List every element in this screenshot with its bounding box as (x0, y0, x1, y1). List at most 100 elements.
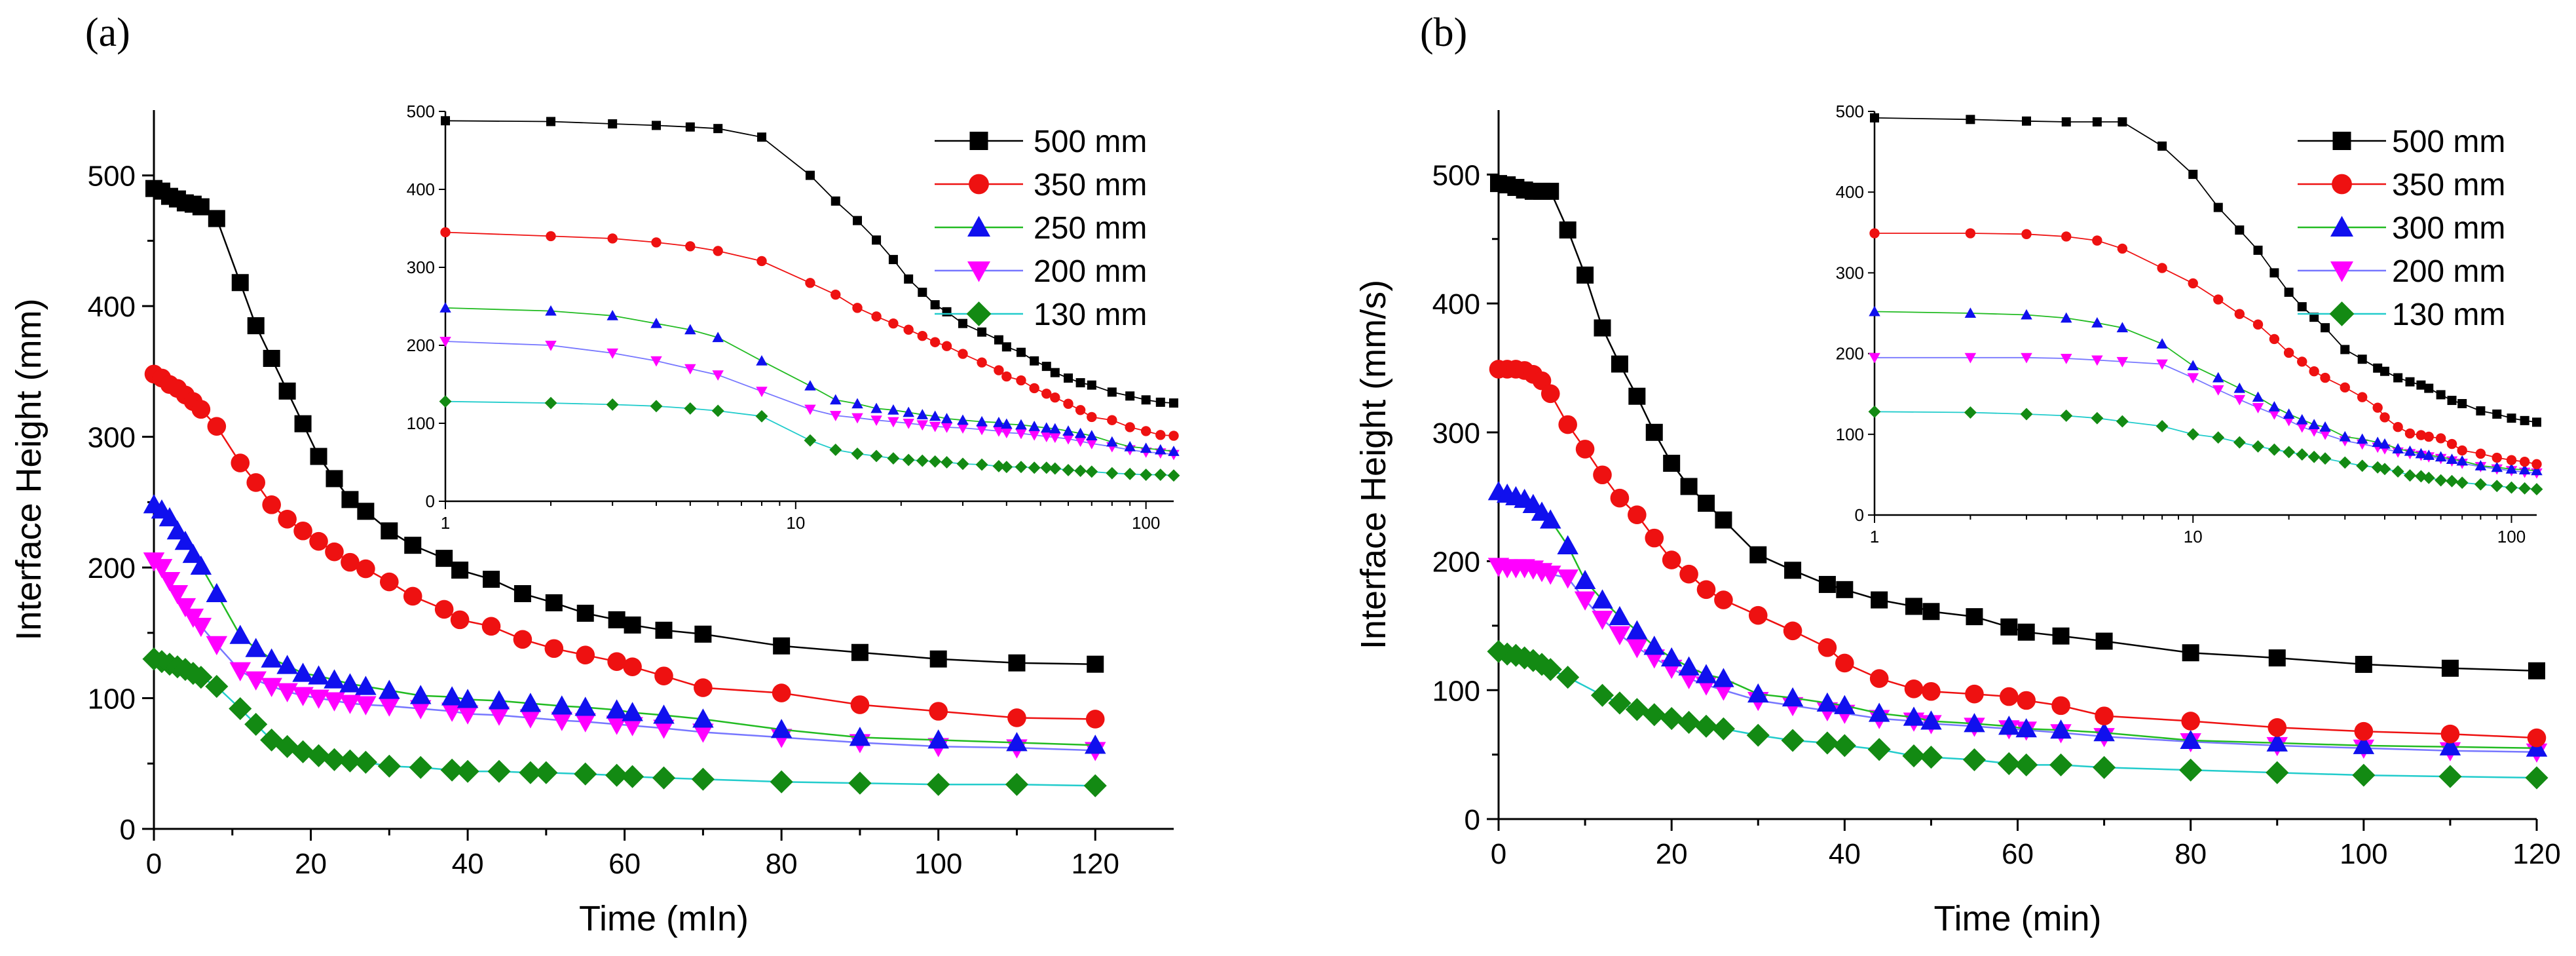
inset-data-point (976, 425, 988, 436)
data-point (1557, 569, 1578, 589)
inset-data-point (2021, 116, 2031, 126)
inset-data-point (2309, 313, 2319, 322)
data-point (2439, 736, 2461, 755)
data-point (450, 610, 470, 630)
inset-data-point (994, 335, 1003, 345)
data-point (1782, 687, 1804, 707)
data-point (605, 763, 629, 787)
data-point (1833, 734, 1856, 757)
inset-data-point (1155, 444, 1167, 455)
data-point (850, 695, 870, 714)
data-point (1902, 744, 1926, 768)
data-point (1590, 683, 1615, 707)
inset-data-point (2423, 431, 2434, 442)
inset-data-point (685, 241, 696, 252)
inset-data-point (2116, 356, 2129, 368)
inset-data-point (2091, 317, 2103, 328)
data-point (404, 537, 422, 554)
data-point (322, 748, 346, 771)
legend-marker (969, 132, 988, 150)
data-point (1008, 654, 1026, 672)
inset-data-point (1041, 389, 1052, 399)
x-axis-label: Time (min) (1934, 899, 2102, 938)
inset-data-point (2506, 455, 2517, 465)
data-point (574, 762, 597, 786)
data-point (624, 616, 641, 634)
series-250-mm (143, 494, 1106, 754)
inset-data-point (440, 227, 451, 238)
inset-data-point (2404, 445, 2416, 456)
data-point (655, 621, 673, 639)
legend-marker (2332, 174, 2352, 195)
inset-data-point (2116, 415, 2129, 428)
series-500-mm (145, 180, 1104, 673)
inset-y-tick-label: 300 (407, 258, 435, 277)
inset-data-point (2283, 446, 2296, 459)
data-point (325, 542, 344, 562)
y-tick-label: 100 (1432, 675, 1480, 707)
data-point (544, 639, 564, 659)
data-point (606, 699, 627, 719)
data-point (1746, 723, 1770, 747)
inset-data-point (651, 121, 661, 130)
data-point (691, 767, 715, 791)
data-point (1679, 564, 1698, 584)
data-point (927, 773, 950, 796)
inset-data-point (2518, 482, 2531, 495)
legend-label: 130 mm (2392, 297, 2505, 332)
inset-data-point (2423, 449, 2435, 460)
legend-marker (967, 216, 990, 237)
data-point (1715, 511, 1732, 529)
data-point (206, 636, 228, 656)
series-350-mm (144, 364, 1105, 729)
legend-label: 350 mm (1034, 168, 1147, 202)
inset-data-point (903, 419, 914, 429)
legend-entry: 200 mm (2298, 254, 2505, 289)
inset-data-point (1001, 428, 1013, 439)
data-point (205, 675, 229, 698)
inset-data-point (2424, 383, 2434, 393)
inset-data-point (1155, 397, 1165, 407)
inset-data-point (1001, 342, 1011, 352)
data-point (1695, 664, 1717, 683)
data-point (694, 678, 713, 697)
inset-data-point (2321, 323, 2330, 333)
inset-data-point (1086, 438, 1098, 449)
inset-data-point (2268, 401, 2281, 411)
inset-data-point (2091, 411, 2104, 425)
data-point (1965, 684, 1984, 704)
y-axis-label: Interface Height (mm) (9, 298, 48, 640)
inset-data-point (1062, 434, 1074, 445)
inset-data-point (1041, 422, 1053, 433)
series-500-mm (1490, 175, 2545, 679)
legend-label: 200 mm (2392, 254, 2505, 289)
inset-data-point (830, 411, 842, 421)
data-point (1558, 415, 1577, 434)
data-point (1998, 716, 2020, 735)
inset-data-point (1074, 427, 1087, 438)
inset-data-point (2253, 245, 2263, 255)
inset-data-point (2404, 428, 2416, 439)
inset-data-point (2455, 476, 2469, 489)
data-point (513, 630, 532, 649)
inset-data-point (1063, 398, 1073, 409)
data-point (2355, 655, 2372, 673)
inset-data-point (2457, 445, 2467, 456)
inset-data-point (2505, 481, 2518, 494)
inset-data-point (2283, 408, 2295, 419)
data-point (166, 584, 189, 605)
inset-data-point (546, 117, 555, 126)
y-tick-label: 300 (88, 422, 136, 454)
inset-y-tick-label: 0 (426, 491, 435, 511)
legend-entry: 350 mm (935, 168, 1147, 202)
inset-data-point (1140, 468, 1153, 481)
inset-data-point (607, 310, 618, 320)
inset-data-point (2021, 353, 2032, 364)
data-point (206, 583, 228, 602)
inset-data-point (1050, 392, 1060, 403)
inset-data-point (1123, 467, 1136, 480)
data-point (326, 470, 343, 488)
data-point (1694, 714, 1718, 738)
legend: 500 mm 350 mm 300 mm 200 mm 130 mm (2298, 124, 2505, 332)
inset-data-point (1966, 115, 1975, 124)
